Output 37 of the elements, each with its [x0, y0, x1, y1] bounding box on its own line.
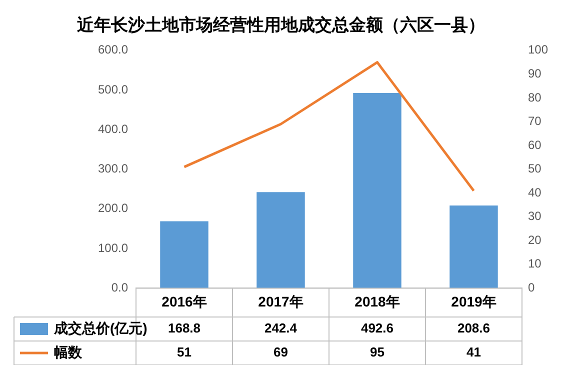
data-label: 41	[466, 344, 481, 360]
data-label: 69	[274, 344, 288, 360]
legend-label: 成交总价(亿元)	[53, 320, 148, 336]
y2-tick-label: 50	[528, 162, 542, 176]
y-tick-label: 400.0	[98, 122, 128, 136]
y-tick-label: 200.0	[98, 201, 128, 216]
y-tick-label: 0.0	[111, 280, 128, 295]
y2-tick-label: 70	[528, 114, 542, 128]
data-label: 208.6	[457, 320, 490, 336]
x-tick-label: 2017年	[258, 293, 304, 310]
chart-title: 近年长沙土地市场经营性用地成交总金额（六区一县）	[76, 16, 485, 36]
x-tick-label: 2019年	[451, 293, 496, 310]
y2-tick-label: 80	[528, 90, 542, 104]
y2-tick-label: 40	[528, 185, 542, 200]
y2-tick-label: 100	[528, 42, 548, 57]
legend-label: 幅数	[54, 344, 83, 360]
x-tick-label: 2016年	[162, 293, 207, 310]
y2-tick-label: 30	[528, 209, 542, 224]
y2-tick-label: 60	[528, 138, 542, 152]
data-label: 95	[370, 344, 384, 360]
x-tick-label: 2018年	[354, 293, 400, 310]
data-label: 492.6	[360, 320, 394, 336]
y2-tick-label: 20	[528, 232, 542, 247]
data-label: 168.8	[168, 320, 201, 336]
y2-tick-label: 0	[528, 280, 535, 295]
bar	[450, 206, 498, 288]
y-tick-label: 500.0	[98, 82, 128, 96]
bar	[256, 192, 305, 288]
y-tick-label: 300.0	[98, 162, 128, 176]
y-tick-label: 600.0	[98, 42, 128, 57]
data-label: 51	[177, 344, 192, 360]
bar	[353, 92, 402, 288]
bar	[160, 221, 208, 288]
y2-tick-label: 90	[528, 66, 542, 80]
y-tick-label: 100.0	[98, 240, 128, 255]
data-label: 242.4	[264, 320, 298, 336]
y2-tick-label: 10	[528, 256, 542, 271]
